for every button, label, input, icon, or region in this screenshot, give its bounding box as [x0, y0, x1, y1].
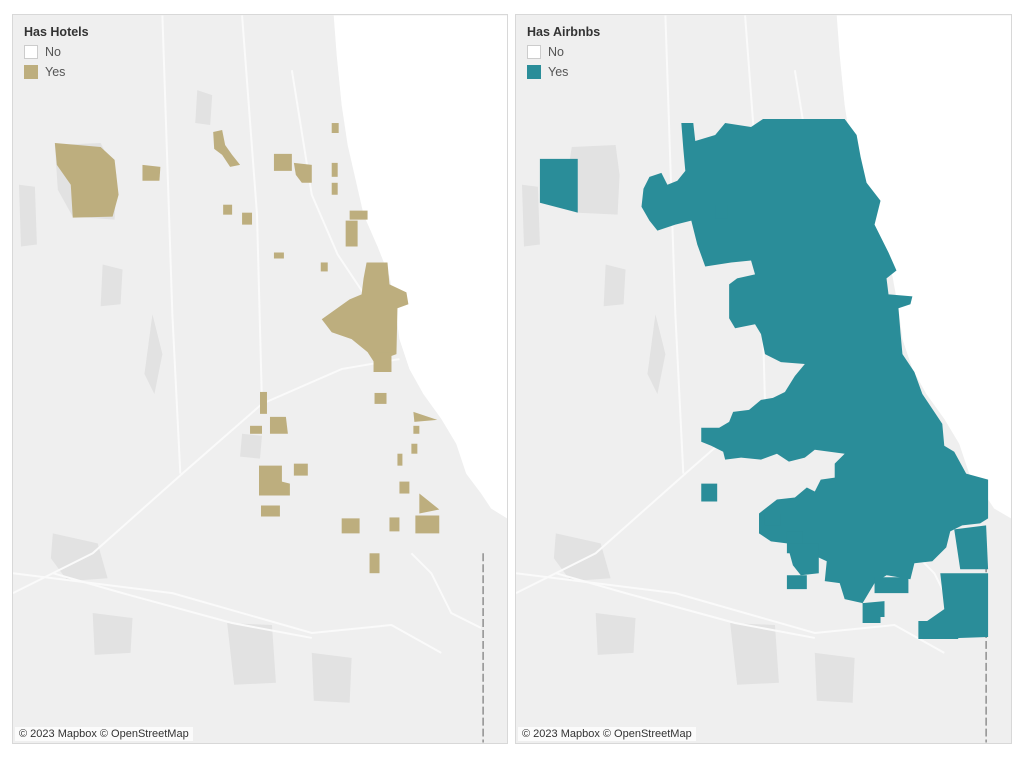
- lake-michigan: [333, 15, 507, 519]
- hotel-area: [223, 204, 233, 215]
- hotel-area: [331, 123, 339, 133]
- airbnb-area: [874, 577, 909, 594]
- hotel-area: [349, 210, 368, 220]
- airbnb-area: [764, 513, 781, 526]
- hotel-area: [213, 130, 241, 167]
- hotel-area: [260, 505, 280, 517]
- airbnb-area: [786, 575, 807, 590]
- hotel-area: [373, 352, 392, 373]
- downtown-area: [321, 262, 409, 367]
- hotel-area: [369, 553, 380, 574]
- hotel-area: [273, 153, 292, 171]
- hotel-area: [320, 262, 328, 272]
- legend-swatch-no: [24, 45, 38, 59]
- legend-title: Has Hotels: [24, 25, 89, 39]
- legend-item-yes[interactable]: Yes: [527, 62, 600, 82]
- hotel-area: [419, 493, 440, 514]
- hotels-map-panel[interactable]: Has Hotels No Yes © 2023 Mapbox © OpenSt…: [12, 14, 508, 744]
- hotel-area: [411, 443, 418, 454]
- hotels-map-canvas[interactable]: [13, 15, 507, 743]
- airbnb-area: [862, 601, 885, 618]
- hotel-area: [374, 392, 387, 404]
- airbnbs-legend: Has Airbnbs No Yes: [523, 23, 605, 84]
- hotel-area: [413, 425, 420, 434]
- airbnb-area: [954, 525, 989, 570]
- legend-item-no[interactable]: No: [527, 42, 600, 62]
- airbnb-area: [924, 573, 989, 639]
- hotel-area: [259, 465, 290, 496]
- hotel-area: [341, 518, 360, 534]
- airbnb-area: [701, 483, 718, 502]
- ohare-area: [54, 142, 119, 218]
- hotels-legend: Has Hotels No Yes: [20, 23, 93, 84]
- hotel-area: [331, 162, 338, 177]
- hotel-area: [250, 425, 262, 434]
- airbnbs-map-canvas[interactable]: [516, 15, 1011, 743]
- roads: [13, 15, 482, 654]
- hotel-area: [399, 481, 410, 494]
- legend-item-yes[interactable]: Yes: [24, 62, 89, 82]
- hotel-area: [331, 182, 338, 195]
- hotel-area: [413, 411, 438, 422]
- map-attribution[interactable]: © 2023 Mapbox © OpenStreetMap: [15, 727, 193, 741]
- legend-swatch-yes: [527, 65, 541, 79]
- map-attribution[interactable]: © 2023 Mapbox © OpenStreetMap: [518, 727, 696, 741]
- hotel-area: [293, 463, 308, 476]
- hotel-area: [142, 164, 161, 181]
- hotel-area: [337, 312, 357, 331]
- hotel-area: [242, 212, 253, 225]
- legend-swatch-yes: [24, 65, 38, 79]
- hotel-area: [397, 453, 403, 466]
- hotel-area: [269, 416, 288, 434]
- legend-label-yes: Yes: [45, 65, 66, 79]
- hotel-area: [389, 517, 400, 532]
- lake-michigan: [836, 15, 1011, 519]
- forest-preserves: [521, 144, 855, 703]
- hotel-area: [415, 515, 440, 534]
- airbnbs-map-panel[interactable]: Has Airbnbs No Yes © 2023 Mapbox © OpenS…: [515, 14, 1012, 744]
- hotel-area: [260, 391, 267, 414]
- forest-preserves: [18, 90, 352, 703]
- airbnb-area: [786, 543, 819, 576]
- legend-label-no: No: [45, 45, 61, 59]
- airbnb-area: [715, 204, 728, 219]
- hotel-area: [345, 220, 358, 247]
- airbnb-areas: [539, 119, 989, 639]
- hotel-areas: [54, 123, 440, 574]
- ohare-area: [539, 158, 578, 213]
- hotel-area: [273, 252, 284, 259]
- legend-swatch-no: [527, 45, 541, 59]
- legend-title: Has Airbnbs: [527, 25, 601, 39]
- hotel-area: [293, 162, 312, 183]
- legend-label-yes: Yes: [548, 65, 569, 79]
- legend-item-no[interactable]: No: [24, 42, 89, 62]
- north-side-areas: [641, 119, 989, 604]
- legend-label-no: No: [548, 45, 564, 59]
